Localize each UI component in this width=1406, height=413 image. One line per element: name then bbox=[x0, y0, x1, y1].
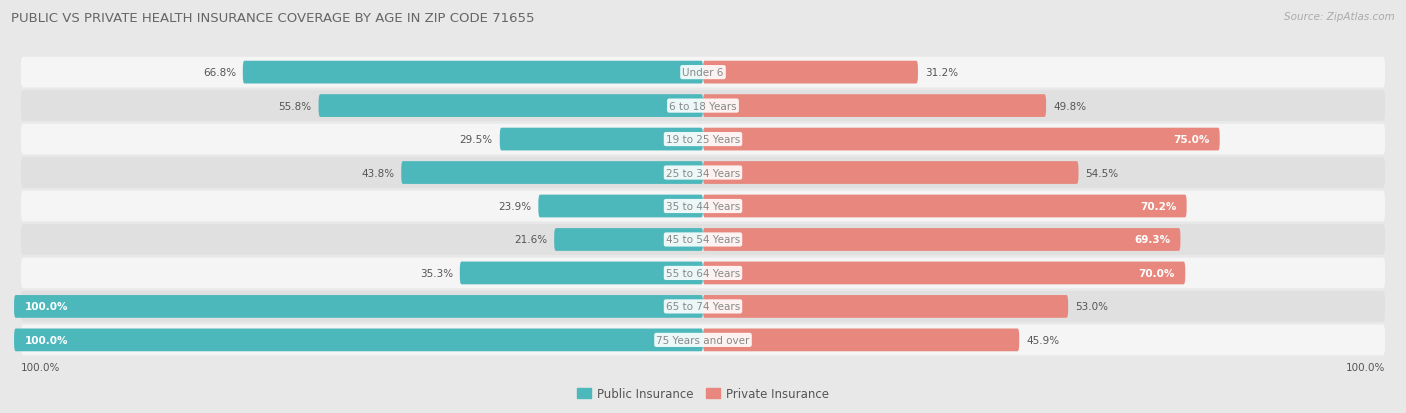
Text: 100.0%: 100.0% bbox=[24, 301, 67, 312]
Text: 70.0%: 70.0% bbox=[1139, 268, 1175, 278]
FancyBboxPatch shape bbox=[21, 225, 1385, 255]
FancyBboxPatch shape bbox=[703, 295, 1069, 318]
Text: 55.8%: 55.8% bbox=[278, 101, 312, 112]
FancyBboxPatch shape bbox=[703, 95, 1046, 118]
FancyBboxPatch shape bbox=[21, 158, 1385, 188]
Text: 43.8%: 43.8% bbox=[361, 168, 394, 178]
Text: 35 to 44 Years: 35 to 44 Years bbox=[666, 202, 740, 211]
Text: 53.0%: 53.0% bbox=[1076, 301, 1108, 312]
Text: 100.0%: 100.0% bbox=[21, 362, 60, 372]
FancyBboxPatch shape bbox=[703, 128, 1220, 151]
FancyBboxPatch shape bbox=[21, 91, 1385, 122]
FancyBboxPatch shape bbox=[703, 262, 1185, 285]
FancyBboxPatch shape bbox=[21, 291, 1385, 322]
FancyBboxPatch shape bbox=[703, 329, 1019, 351]
Text: 23.9%: 23.9% bbox=[498, 202, 531, 211]
Text: 100.0%: 100.0% bbox=[1346, 362, 1385, 372]
Text: 21.6%: 21.6% bbox=[515, 235, 547, 245]
Text: 45 to 54 Years: 45 to 54 Years bbox=[666, 235, 740, 245]
Text: Source: ZipAtlas.com: Source: ZipAtlas.com bbox=[1284, 12, 1395, 22]
FancyBboxPatch shape bbox=[21, 191, 1385, 222]
Text: PUBLIC VS PRIVATE HEALTH INSURANCE COVERAGE BY AGE IN ZIP CODE 71655: PUBLIC VS PRIVATE HEALTH INSURANCE COVER… bbox=[11, 12, 534, 25]
Text: 54.5%: 54.5% bbox=[1085, 168, 1119, 178]
FancyBboxPatch shape bbox=[703, 162, 1078, 185]
Text: 25 to 34 Years: 25 to 34 Years bbox=[666, 168, 740, 178]
FancyBboxPatch shape bbox=[14, 329, 703, 351]
FancyBboxPatch shape bbox=[21, 57, 1385, 88]
Text: 55 to 64 Years: 55 to 64 Years bbox=[666, 268, 740, 278]
FancyBboxPatch shape bbox=[703, 62, 918, 84]
FancyBboxPatch shape bbox=[319, 95, 703, 118]
FancyBboxPatch shape bbox=[703, 228, 1181, 251]
Text: 75.0%: 75.0% bbox=[1173, 135, 1209, 145]
Text: 100.0%: 100.0% bbox=[24, 335, 67, 345]
Text: 19 to 25 Years: 19 to 25 Years bbox=[666, 135, 740, 145]
FancyBboxPatch shape bbox=[460, 262, 703, 285]
Text: 75 Years and over: 75 Years and over bbox=[657, 335, 749, 345]
Text: 49.8%: 49.8% bbox=[1053, 101, 1085, 112]
FancyBboxPatch shape bbox=[14, 295, 703, 318]
FancyBboxPatch shape bbox=[703, 195, 1187, 218]
FancyBboxPatch shape bbox=[21, 258, 1385, 289]
Text: 6 to 18 Years: 6 to 18 Years bbox=[669, 101, 737, 112]
Text: 70.2%: 70.2% bbox=[1140, 202, 1177, 211]
FancyBboxPatch shape bbox=[21, 325, 1385, 356]
FancyBboxPatch shape bbox=[499, 128, 703, 151]
Text: 29.5%: 29.5% bbox=[460, 135, 494, 145]
FancyBboxPatch shape bbox=[243, 62, 703, 84]
Text: 31.2%: 31.2% bbox=[925, 68, 957, 78]
FancyBboxPatch shape bbox=[401, 162, 703, 185]
FancyBboxPatch shape bbox=[554, 228, 703, 251]
Text: 65 to 74 Years: 65 to 74 Years bbox=[666, 301, 740, 312]
Text: 69.3%: 69.3% bbox=[1135, 235, 1170, 245]
Text: 66.8%: 66.8% bbox=[202, 68, 236, 78]
Text: 35.3%: 35.3% bbox=[420, 268, 453, 278]
Text: Under 6: Under 6 bbox=[682, 68, 724, 78]
Legend: Public Insurance, Private Insurance: Public Insurance, Private Insurance bbox=[572, 382, 834, 405]
FancyBboxPatch shape bbox=[21, 124, 1385, 155]
Text: 45.9%: 45.9% bbox=[1026, 335, 1059, 345]
FancyBboxPatch shape bbox=[538, 195, 703, 218]
